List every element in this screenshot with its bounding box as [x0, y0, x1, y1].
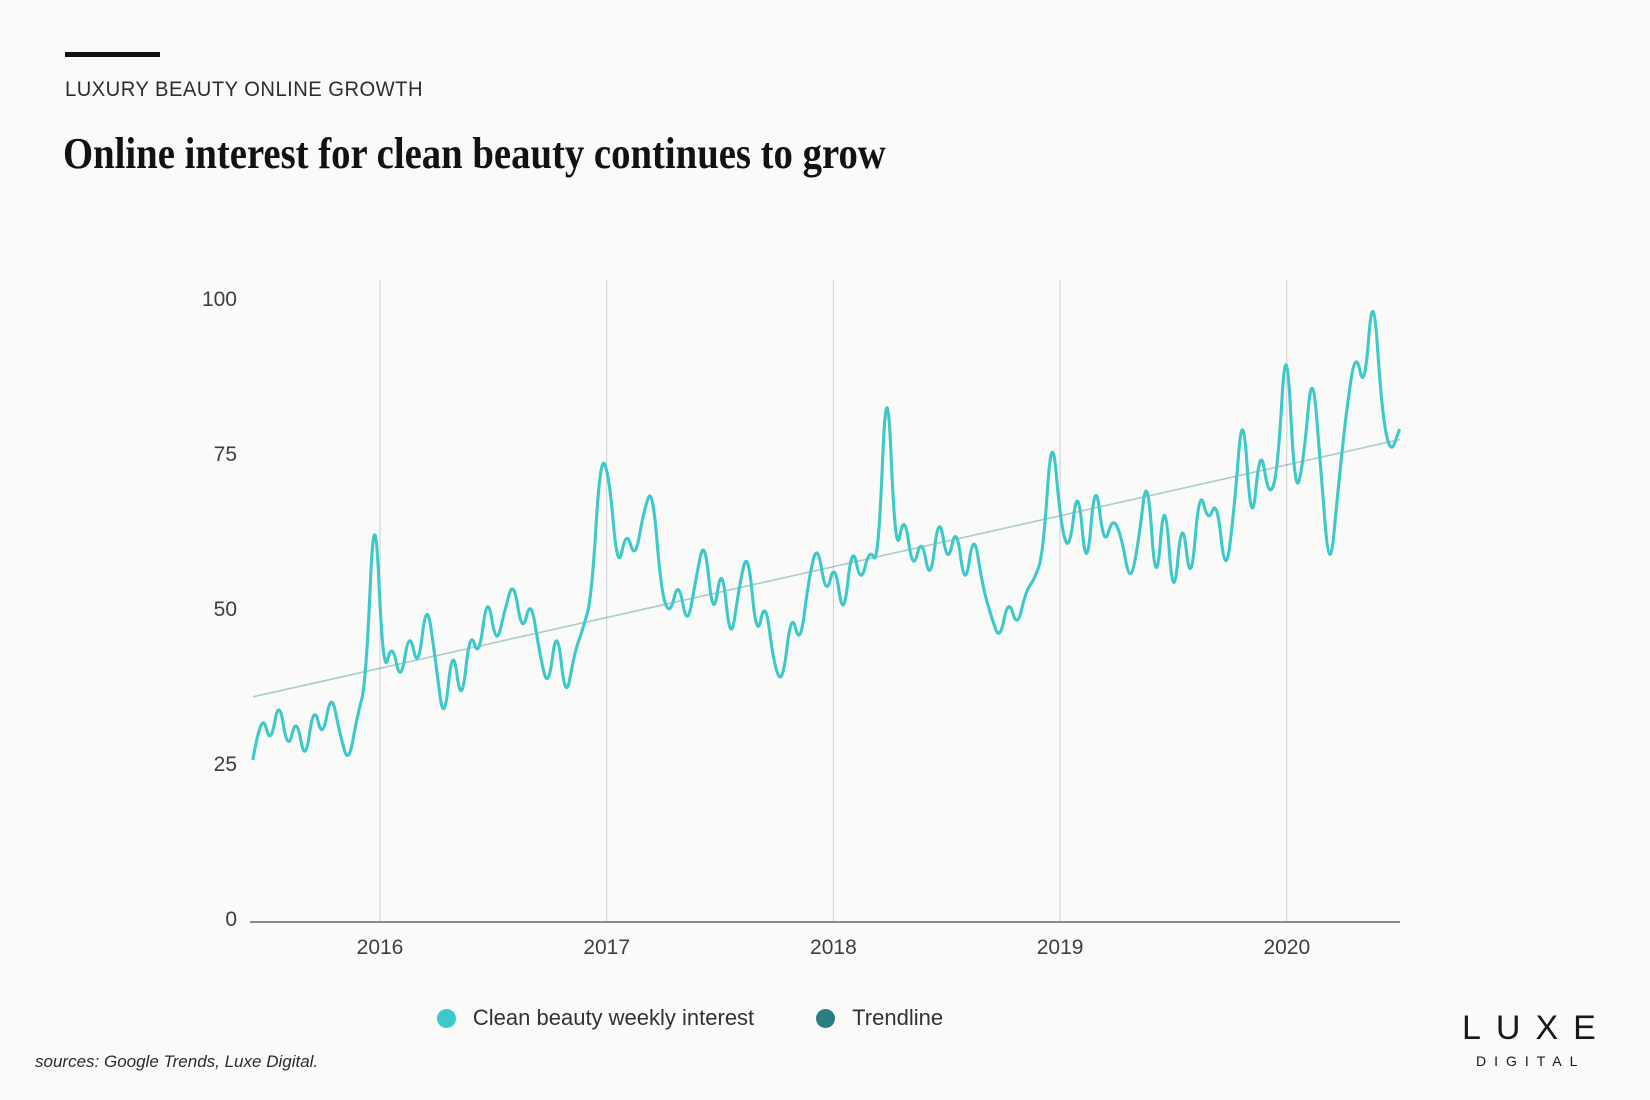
x-tick-label: 2018: [810, 936, 857, 959]
trendline: [252, 438, 1401, 698]
legend-item-weekly-interest: Clean beauty weekly interest: [436, 1005, 755, 1031]
y-tick-label: 0: [225, 908, 237, 931]
sources-note: sources: Google Trends, Luxe Digital.: [35, 1052, 319, 1071]
luxe-digital-logo: LUXE DIGITAL: [1462, 1010, 1632, 1069]
y-tick-label: 75: [213, 443, 237, 466]
logo-word-digital: DIGITAL: [1476, 1053, 1586, 1069]
logo-word-luxe: LUXE: [1462, 1009, 1611, 1047]
x-tick-label: 2016: [356, 936, 404, 959]
series-line: [251, 310, 1401, 761]
chart-legend: Clean beauty weekly interest Trendline: [0, 1005, 1380, 1031]
series-color-dot: [436, 1008, 456, 1028]
eyebrow-label: LUXURY BEAUTY ONLINE GROWTH: [65, 78, 424, 101]
page-title: Online interest for clean beauty continu…: [63, 129, 886, 178]
legend-item-trendline: Trendline: [816, 1005, 943, 1031]
y-tick-label: 25: [213, 753, 237, 776]
y-tick-label: 100: [201, 288, 237, 311]
y-tick-label: 50: [213, 598, 237, 621]
legend-label: Clean beauty weekly interest: [472, 1005, 755, 1030]
x-tick-label: 2017: [583, 936, 631, 959]
x-tick-label: 2019: [1036, 936, 1084, 959]
legend-label: Trendline: [852, 1005, 944, 1030]
x-tick-label: 2020: [1263, 936, 1311, 959]
trendline-color-dot: [816, 1008, 836, 1028]
accent-bar: [65, 52, 160, 57]
